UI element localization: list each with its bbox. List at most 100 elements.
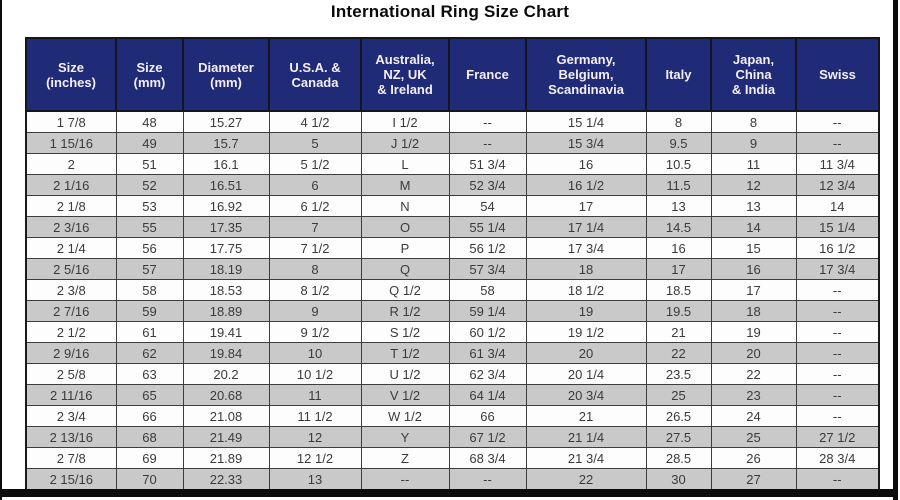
table-cell: 19 (525, 300, 647, 322)
table-cell: -- (795, 300, 880, 322)
table-cell: 23 (710, 384, 797, 406)
table-cell: 2 1/2 (25, 321, 117, 343)
column-header-4: Australia, NZ, UK & Ireland (360, 37, 450, 112)
table-cell: 10.5 (645, 153, 712, 175)
table-cell: 6 (268, 174, 362, 196)
column-header-1: Size (mm) (115, 37, 184, 112)
table-cell: 2 5/8 (25, 363, 117, 385)
table-cell: 69 (115, 447, 184, 469)
table-cell: 18 (710, 300, 797, 322)
table-cell: 51 3/4 (448, 153, 527, 175)
table-cell: 51 (115, 153, 184, 175)
table-cell: 1 7/8 (25, 110, 117, 133)
table-cell: 58 (115, 279, 184, 301)
table-cell: 15 1/4 (795, 216, 880, 238)
bottom-edge-bar (0, 489, 898, 497)
table-cell: 19.5 (645, 300, 712, 322)
table-cell: 19.41 (182, 321, 270, 343)
column-header-2: Diameter (mm) (182, 37, 270, 112)
table-cell: 19.84 (182, 342, 270, 364)
table-cell: 18 (525, 258, 647, 280)
table-cell: 17 1/4 (525, 216, 647, 238)
table-cell: I 1/2 (360, 110, 450, 133)
table-cell: -- (795, 405, 880, 427)
table-cell: 67 1/2 (448, 426, 527, 448)
table-cell: 8 (268, 258, 362, 280)
table-cell: 20 3/4 (525, 384, 647, 406)
table-cell: 22 (710, 363, 797, 385)
table-cell: 28 3/4 (795, 447, 880, 469)
table-cell: 16 1/2 (525, 174, 647, 196)
table-cell: 66 (115, 405, 184, 427)
table-row: 2 1/2 61 19.41 9 1/2 S 1/2 60 1/2 19 1/2 21 19 -- (25, 321, 880, 343)
table-cell: -- (360, 468, 450, 491)
table-cell: -- (795, 468, 880, 491)
table-cell: 14 (795, 195, 880, 217)
table-cell: R 1/2 (360, 300, 450, 322)
table-cell: Y (360, 426, 450, 448)
table-cell: 22 (525, 468, 647, 491)
table-cell: 2 13/16 (25, 426, 117, 448)
table-row: 2 9/16 62 19.84 10 T 1/2 61 3/4 20 22 20 -- (25, 342, 880, 364)
table-row: 2 3/4 66 21.08 11 1/2 W 1/2 66 21 26.5 24 -- (25, 405, 880, 427)
table-cell: 59 1/4 (448, 300, 527, 322)
table-cell: 21.08 (182, 405, 270, 427)
table-cell: U 1/2 (360, 363, 450, 385)
table-cell: 18.5 (645, 279, 712, 301)
table-cell: 54 (448, 195, 527, 217)
table-cell: 26 (710, 447, 797, 469)
table-cell: 9 (268, 300, 362, 322)
table-cell: 12 1/2 (268, 447, 362, 469)
table-cell: 18.53 (182, 279, 270, 301)
table-cell: 2 7/8 (25, 447, 117, 469)
table-cell: 10 1/2 (268, 363, 362, 385)
table-cell: 49 (115, 132, 184, 154)
column-header-8: Japan, China & India (710, 37, 797, 112)
table-cell: 10 (268, 342, 362, 364)
table-cell: 1 15/16 (25, 132, 117, 154)
table-cell: 55 1/4 (448, 216, 527, 238)
table-cell: 9.5 (645, 132, 712, 154)
table-cell: O (360, 216, 450, 238)
column-header-7: Italy (645, 37, 712, 112)
table-cell: 23.5 (645, 363, 712, 385)
table-cell: 2 11/16 (25, 384, 117, 406)
table-cell: 52 (115, 174, 184, 196)
table-row: 2 1/8 53 16.92 6 1/2 N 54 17 13 13 14 (25, 195, 880, 217)
table-cell: 25 (645, 384, 712, 406)
table-cell: 7 1/2 (268, 237, 362, 259)
table-cell: 16 (525, 153, 647, 175)
table-cell: -- (795, 363, 880, 385)
table-cell: -- (795, 110, 880, 133)
table-cell: 15.27 (182, 110, 270, 133)
table-cell: 2 3/16 (25, 216, 117, 238)
table-cell: 61 3/4 (448, 342, 527, 364)
table-cell: -- (795, 342, 880, 364)
table-cell: 60 1/2 (448, 321, 527, 343)
table-cell: 8 1/2 (268, 279, 362, 301)
table-cell: 53 (115, 195, 184, 217)
table-cell: 20.2 (182, 363, 270, 385)
table-row: 1 7/8 48 15.27 4 1/2 I 1/2 -- 15 1/4 8 8 -- (25, 110, 880, 133)
table-cell: 56 (115, 237, 184, 259)
table-cell: 70 (115, 468, 184, 491)
table-cell: 2 1/8 (25, 195, 117, 217)
table-cell: 20.68 (182, 384, 270, 406)
table-cell: 11 3/4 (795, 153, 880, 175)
table-cell: 27 1/2 (795, 426, 880, 448)
table-cell: 15 1/4 (525, 110, 647, 133)
page-title: International Ring Size Chart (330, 2, 570, 21)
table-cell: 2 15/16 (25, 468, 117, 491)
table-cell: 13 (710, 195, 797, 217)
table-cell: 7 (268, 216, 362, 238)
table-cell: 20 (710, 342, 797, 364)
table-cell: 65 (115, 384, 184, 406)
table-cell: 15 3/4 (525, 132, 647, 154)
table-cell: 17 3/4 (525, 237, 647, 259)
table-cell: 22.33 (182, 468, 270, 491)
table-cell: -- (448, 468, 527, 491)
table-cell: -- (448, 132, 527, 154)
table-cell: 21.49 (182, 426, 270, 448)
table-cell: -- (795, 132, 880, 154)
table-cell: 5 (268, 132, 362, 154)
